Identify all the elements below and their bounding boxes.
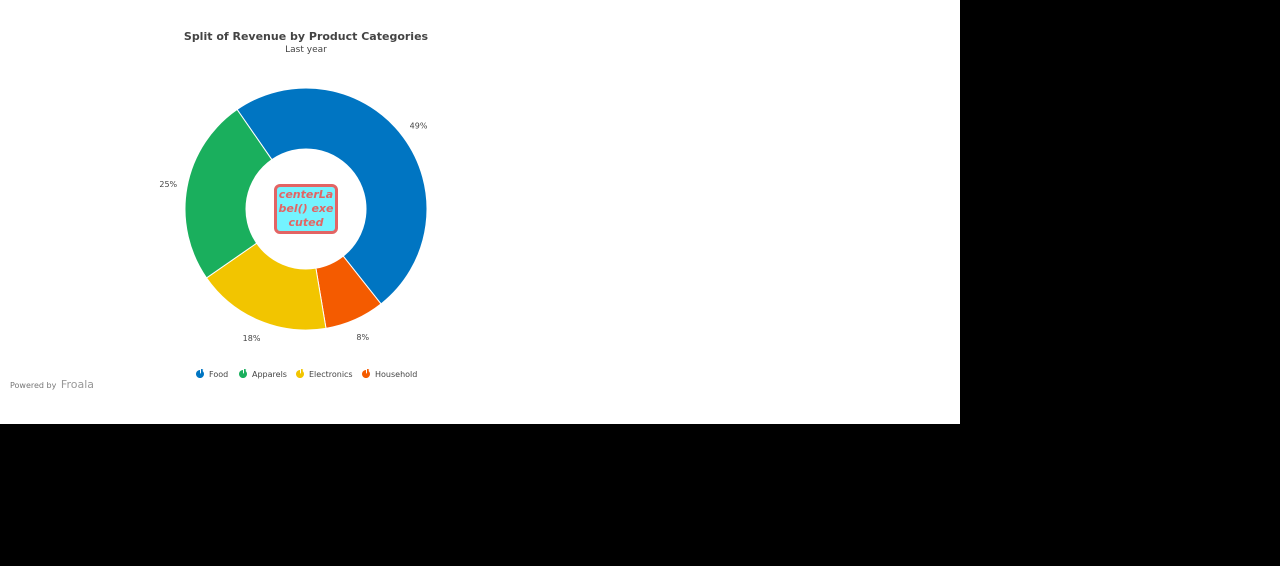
legend-wedge-icon (244, 369, 247, 373)
chart-subtitle: Last year (285, 45, 327, 55)
center-label: centerLabel() executed (274, 184, 338, 234)
chart-svg: Split of Revenue by Product Categories L… (159, 30, 429, 379)
legend-pie-icon (195, 370, 204, 379)
legend-wedge-icon (201, 369, 204, 373)
legend-item-household[interactable]: Household (361, 369, 417, 379)
slice-food[interactable] (236, 87, 428, 305)
legend-wedge-icon (301, 369, 304, 373)
slice-labels: 49% 8% 18% 25% (159, 122, 427, 343)
legend-item-apparels[interactable]: Apparels (238, 369, 287, 379)
donut-slices (184, 87, 428, 331)
legend-item-food[interactable]: Food (195, 369, 228, 379)
chart-title: Split of Revenue by Product Categories (184, 30, 429, 43)
slice-apparels[interactable] (184, 108, 273, 279)
legend-label: Food (209, 370, 228, 379)
chart-legend: Food Apparels Electronics Household (195, 369, 417, 379)
froala-credit[interactable]: Powered by Froala (10, 378, 94, 391)
legend-label: Apparels (252, 370, 287, 379)
legend-pie-icon (238, 370, 247, 379)
froala-brand[interactable]: Froala (60, 378, 94, 391)
legend-label: Household (375, 370, 417, 379)
chart-canvas: Split of Revenue by Product Categories L… (0, 0, 960, 424)
slice-label-household: 8% (356, 333, 369, 342)
legend-pie-icon (361, 370, 370, 378)
legend-pie-icon (295, 370, 304, 378)
credit-prefix: Powered by (10, 381, 57, 390)
legend-wedge-icon (367, 369, 370, 373)
slice-label-food: 49% (410, 122, 428, 131)
legend-item-electronics[interactable]: Electronics (295, 369, 353, 379)
slice-label-apparels: 25% (159, 180, 177, 189)
slice-label-electronics: 18% (243, 334, 261, 343)
legend-label: Electronics (309, 370, 353, 379)
